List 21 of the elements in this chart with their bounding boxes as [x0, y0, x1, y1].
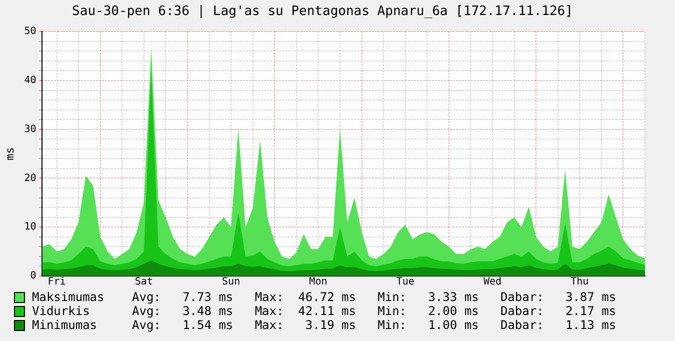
text: Avg: 3.48 ms Max: 42.11 ms Min: 2.00 ms Dabar: 2.17 ms	[132, 304, 616, 318]
y-tick-label: 40	[24, 75, 36, 86]
text: Avg: 7.73 ms Max: 46.72 ms Min: 3.33 ms Dabar: 3.87 ms	[132, 290, 616, 304]
x-tick-label: Mon	[309, 276, 328, 288]
x-tick-label: Sun	[222, 276, 240, 288]
y-tick-label: 10	[24, 222, 36, 233]
x-tick-label: Sat	[134, 276, 153, 288]
text: Avg: 1.54 ms Max: 3.19 ms Min: 1.00 ms Dabar: 1.13 ms	[132, 318, 616, 332]
y-tick-label: 30	[24, 124, 36, 135]
legend-label: Maksimumas	[32, 290, 106, 304]
legend-label: Vidurkis	[32, 304, 91, 318]
legend-label: Minimumas	[32, 318, 98, 332]
x-tick-label: Wed	[483, 276, 502, 288]
y-tick-label: 50	[24, 26, 36, 38]
x-tick-label: Tue	[396, 276, 414, 288]
x-tick-label: Thu	[570, 276, 589, 288]
y-axis-title: ms	[3, 147, 16, 160]
y-tick-label: 0	[30, 270, 36, 282]
y-tick-label: 20	[24, 172, 36, 184]
x-tick-label: Fri	[48, 276, 66, 288]
chart-title: Sau-30-pen 6:36 | Lag'as su Pentagonas Apnaru_6a [172.17.11.126]	[72, 4, 573, 20]
